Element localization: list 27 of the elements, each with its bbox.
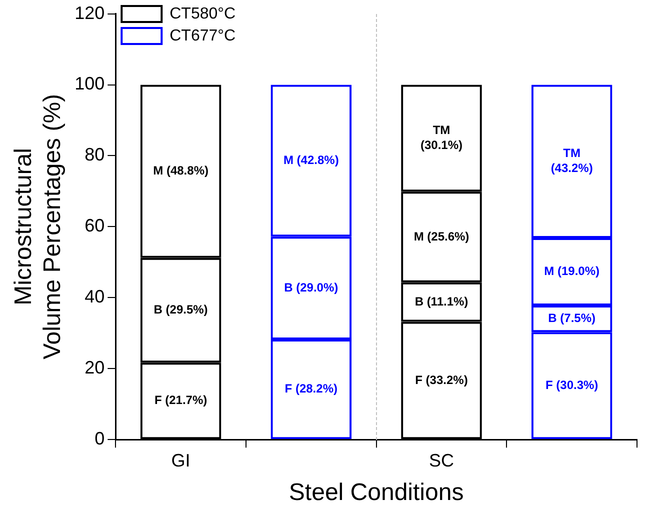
x-tick-label: SC	[428, 450, 454, 470]
y-tick-label: 60	[84, 216, 105, 236]
legend-label: CT580°C	[170, 5, 236, 22]
data-label: F (33.2%)	[415, 372, 468, 387]
y-tick-label: 100	[74, 74, 105, 94]
x-axis-title: Steel Conditions	[288, 479, 464, 506]
x-tick-label: GI	[171, 450, 190, 470]
y-tick-label: 80	[84, 144, 105, 165]
y-tick-label: 0	[94, 428, 105, 449]
data-label: M (19.0%)	[544, 264, 600, 278]
legend-label: CT677°C	[170, 27, 236, 44]
data-label: TM (43.2%)	[550, 146, 593, 176]
y-tick-label: 40	[84, 286, 105, 307]
data-label: B (11.1%)	[414, 294, 468, 308]
data-label: M (42.8%)	[283, 153, 339, 168]
data-label: F (28.2%)	[284, 382, 338, 396]
y-axis-title: Microstructural Volume Percentages (%)	[10, 94, 66, 360]
y-tick-label: 120	[74, 2, 105, 23]
data-label: B (29.0%)	[284, 280, 338, 294]
data-label: B (7.5%)	[548, 311, 596, 326]
y-tick-label: 20	[84, 358, 105, 378]
data-label: B (29.5%)	[154, 302, 208, 317]
data-label: F (21.7%)	[154, 393, 208, 408]
data-label: TM (30.1%)	[420, 122, 463, 152]
data-label: M (25.6%)	[414, 229, 470, 244]
data-label: M (48.8%)	[153, 164, 208, 178]
data-label: F (30.3%)	[545, 378, 598, 392]
